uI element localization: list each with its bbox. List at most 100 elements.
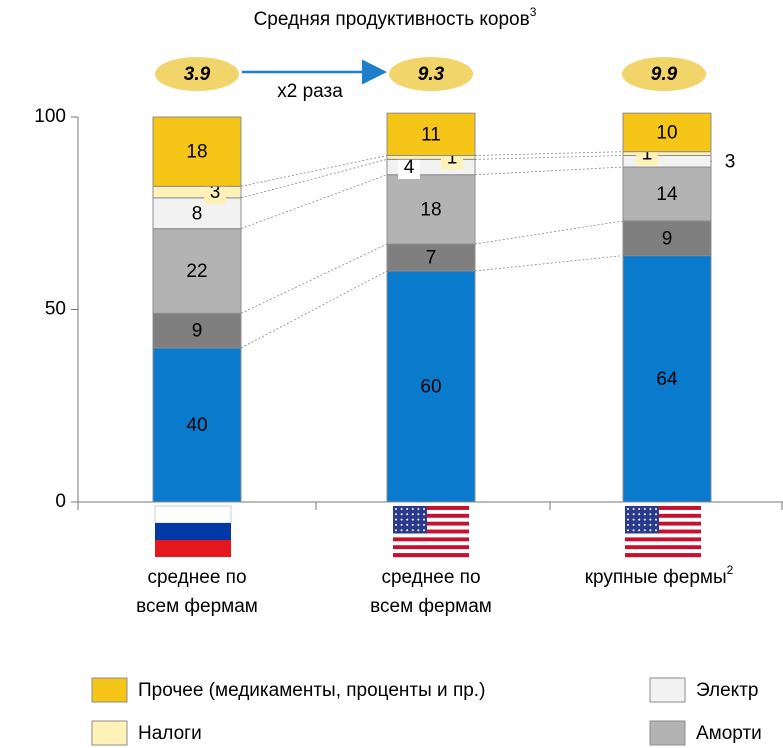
flag-star (417, 529, 420, 532)
flag-russia (154, 505, 232, 557)
productivity-badge (155, 57, 239, 91)
legend-swatch (649, 720, 686, 746)
flag-stripe (625, 541, 701, 546)
category-text: всем фермам (370, 596, 492, 617)
flag-stripe (625, 521, 701, 526)
legend-label: Аморти (696, 723, 762, 744)
flag-star (395, 508, 397, 510)
flag-star (638, 518, 641, 521)
category-text: всем фермам (136, 596, 258, 617)
flag-star (417, 523, 420, 526)
flag-stripe (393, 545, 469, 550)
bar-segment (622, 112, 712, 153)
bar-segment (152, 197, 242, 230)
flag-star (643, 529, 646, 532)
flag-star (638, 529, 641, 532)
flag-star (638, 523, 641, 526)
flag-star (632, 513, 635, 516)
flag-star (417, 508, 420, 510)
data-label: 1 (642, 144, 653, 165)
x-tick-label: всем фермам (370, 596, 492, 617)
flag-stripe (393, 525, 469, 530)
flag-star (627, 513, 629, 516)
data-label: 40 (186, 415, 207, 436)
flag-star (627, 529, 629, 532)
connector (240, 158, 388, 199)
flag-stripe (625, 513, 701, 518)
flag-stripe (393, 533, 469, 538)
y-tick-label: 50 (45, 299, 66, 320)
flag-star (638, 513, 641, 516)
data-label: 3 (210, 182, 221, 203)
flag-star (649, 529, 652, 532)
flag-star (395, 529, 397, 532)
data-label: 3 (725, 151, 736, 172)
data-label: 18 (420, 199, 441, 220)
bar-segment (152, 116, 242, 187)
y-tick-label: 0 (55, 491, 66, 512)
bar-segment (622, 255, 712, 503)
data-label: 4 (404, 157, 415, 178)
bar-segment (152, 347, 242, 503)
category-text: среднее по (147, 567, 246, 588)
connector (240, 243, 388, 314)
flag-star (400, 518, 403, 521)
connector (474, 220, 624, 245)
flag-star (655, 523, 657, 526)
flag-star (411, 518, 414, 521)
title-text: Средняя продуктивность коров (254, 9, 530, 30)
flag-star (655, 518, 657, 521)
annotation: x2 раза (277, 81, 343, 102)
category-text: крупные фермы (585, 567, 727, 588)
flag-star (406, 523, 409, 526)
flag-canton (625, 506, 659, 534)
connector (240, 270, 388, 349)
legend-swatch (91, 720, 128, 746)
flag-star (411, 529, 414, 532)
flag-star (655, 508, 657, 510)
legend-label: Налоги (138, 723, 202, 744)
flag-star (423, 513, 425, 516)
flag-star (400, 508, 403, 510)
productivity-badge (622, 57, 706, 91)
flag-star (649, 508, 652, 510)
connector (240, 155, 388, 187)
bar-segment (622, 166, 712, 222)
flag-star (632, 518, 635, 521)
x-tick-label: всем фермам (136, 596, 258, 617)
data-label: 64 (656, 369, 678, 390)
flag-stripe (393, 553, 469, 558)
flag-stripe (625, 533, 701, 538)
flag-star (400, 513, 403, 516)
flag-star (649, 523, 652, 526)
productivity-badge (389, 57, 473, 91)
flag-star (417, 513, 420, 516)
flag-stripe (625, 509, 701, 515)
data-label: 7 (426, 248, 437, 269)
flag-stripe (393, 549, 469, 554)
flag-stripe (625, 529, 701, 534)
flag-star (632, 523, 635, 526)
label-box (398, 155, 420, 180)
data-label: 14 (656, 184, 678, 205)
connector (474, 151, 624, 156)
x-tick-label: среднее по (381, 567, 480, 588)
flag-stripe (393, 537, 469, 542)
legend-swatch (91, 677, 128, 703)
flag-stripe (625, 525, 701, 530)
flag-star (638, 508, 641, 510)
flag-star (417, 518, 420, 521)
flag-stripe (393, 541, 469, 546)
data-label: 10 (656, 122, 677, 143)
flag-usa (625, 506, 701, 558)
productivity-value: 3.9 (184, 64, 211, 85)
y-tick-label: 100 (34, 106, 66, 127)
data-label: 22 (186, 261, 207, 282)
flag-usa (393, 506, 469, 558)
flag-stripe (393, 509, 469, 515)
flag-stripe (625, 545, 701, 550)
flag-stripe (393, 513, 469, 518)
connector (474, 255, 624, 272)
x-tick-label: крупные фермы2 (585, 563, 734, 588)
